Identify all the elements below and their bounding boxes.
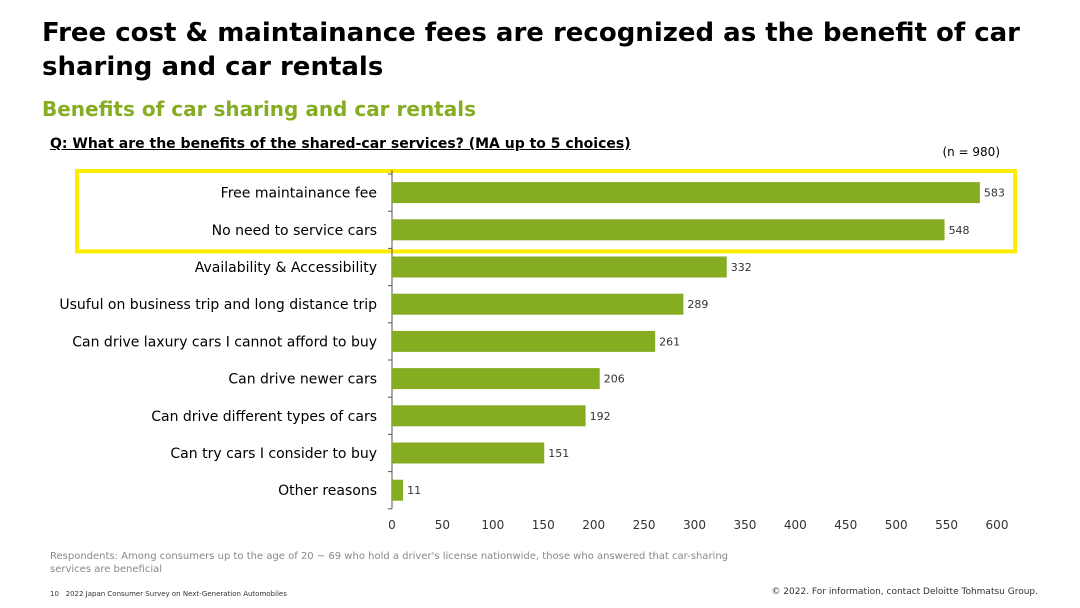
slide-title: Free cost & maintainance fees are recogn… bbox=[42, 18, 1020, 82]
highlight-box bbox=[75, 169, 1017, 254]
x-tick-label: 350 bbox=[733, 518, 756, 532]
category-label: Free maintainance fee bbox=[221, 186, 377, 202]
value-label: 11 bbox=[407, 484, 421, 497]
category-label: Availability & Accessibility bbox=[195, 260, 377, 276]
report-title: 2022 Japan Consumer Survey on Next-Gener… bbox=[65, 590, 287, 598]
category-label: Can try cars I consider to buy bbox=[170, 446, 377, 462]
value-label: 548 bbox=[949, 224, 970, 237]
x-tick-label: 0 bbox=[388, 518, 396, 532]
sample-size-label: (n = 980) bbox=[942, 145, 1000, 159]
x-tick-label: 50 bbox=[435, 518, 450, 532]
x-tick-label: 100 bbox=[481, 518, 504, 532]
bar bbox=[392, 479, 404, 501]
value-label: 206 bbox=[604, 373, 625, 386]
bar bbox=[392, 405, 586, 427]
bar bbox=[392, 256, 727, 278]
bar bbox=[392, 219, 945, 241]
value-label: 583 bbox=[984, 187, 1005, 200]
chart-subtitle: Benefits of car sharing and car rentals bbox=[42, 97, 476, 121]
category-label: Can drive newer cars bbox=[228, 372, 377, 388]
value-label: 151 bbox=[548, 447, 569, 460]
value-label: 332 bbox=[731, 261, 752, 274]
page-number: 10 bbox=[50, 590, 59, 598]
x-tick-label: 500 bbox=[885, 518, 908, 532]
bar-chart: Free maintainance fee 583 No need to servi… bbox=[59, 169, 1017, 532]
x-tick-label: 550 bbox=[935, 518, 958, 532]
x-tick-label: 300 bbox=[683, 518, 706, 532]
respondents-note: Respondents: Among consumers up to the a… bbox=[50, 551, 729, 575]
x-tick-label: 150 bbox=[532, 518, 555, 532]
category-label: No need to service cars bbox=[212, 223, 377, 239]
copyright: © 2022. For information, contact Deloitt… bbox=[771, 587, 1038, 597]
category-label: Can drive laxury cars I cannot afford to… bbox=[72, 334, 377, 350]
bar bbox=[392, 182, 980, 204]
x-tick-label: 200 bbox=[582, 518, 605, 532]
bar bbox=[392, 293, 684, 315]
footer-report-info: 10 2022 Japan Consumer Survey on Next-Ge… bbox=[50, 590, 287, 598]
value-label: 289 bbox=[687, 298, 708, 311]
survey-question: Q: What are the benefits of the shared-c… bbox=[50, 136, 631, 152]
category-label: Usuful on business trip and long distanc… bbox=[59, 297, 377, 313]
x-tick-label: 450 bbox=[834, 518, 857, 532]
bar bbox=[392, 330, 656, 352]
value-label: 192 bbox=[590, 410, 611, 423]
x-tick-label: 400 bbox=[784, 518, 807, 532]
bar bbox=[392, 368, 600, 390]
category-label: Can drive different types of cars bbox=[151, 409, 377, 425]
value-label: 261 bbox=[659, 335, 680, 348]
x-tick-label: 600 bbox=[986, 518, 1009, 532]
category-label: Other reasons bbox=[278, 483, 377, 499]
x-tick-label: 250 bbox=[633, 518, 656, 532]
bar bbox=[392, 442, 545, 464]
